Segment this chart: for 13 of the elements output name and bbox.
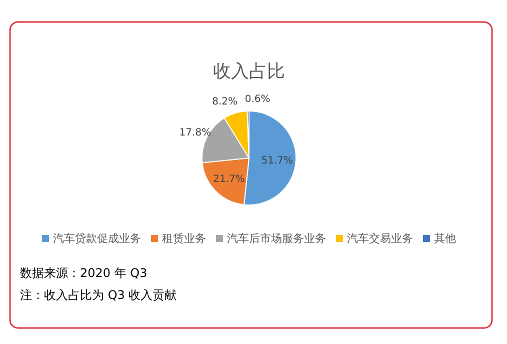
data-label: 17.8% (179, 127, 212, 138)
data-label: 0.6% (244, 94, 270, 106)
legend-label: 汽车交易业务 (347, 232, 413, 245)
data-label: 51.7% (261, 156, 294, 167)
data-label: 8.2% (212, 96, 238, 108)
data-label: 21.7% (213, 174, 245, 185)
legend-label: 汽车贷款促成业务 (53, 232, 141, 245)
chart-title: 收入占比 (213, 61, 285, 82)
text: 注：收入占比为 Q3 收入贡献 (20, 288, 177, 302)
legend-label: 租赁业务 (162, 232, 206, 245)
legend-label: 汽车后市场服务业务 (227, 232, 326, 245)
legend-label: 其他 (434, 232, 456, 245)
source-note: 数据来源：2020 年 Q3 (20, 266, 148, 280)
